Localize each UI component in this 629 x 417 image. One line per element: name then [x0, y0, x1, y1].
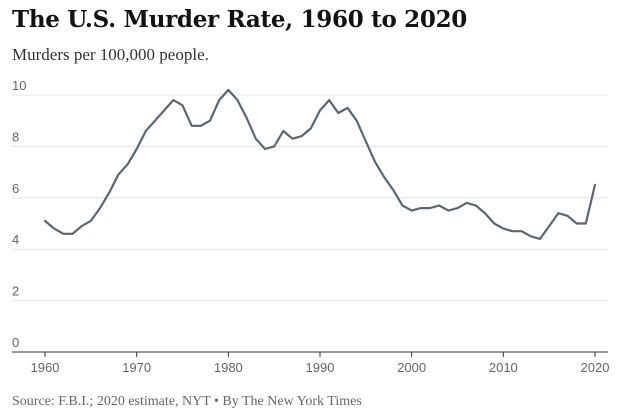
y-tick-label: 2	[12, 284, 19, 299]
x-axis-ticks: 1960 1970 1980 1990 2000 2010 2020	[31, 352, 610, 375]
x-tick-label: 1970	[122, 360, 151, 375]
gridlines	[12, 94, 608, 353]
x-tick-label: 2020	[581, 360, 610, 375]
y-tick-label: 8	[12, 129, 19, 144]
source-note: Source: F.B.I.; 2020 estimate, NYT • By …	[12, 394, 362, 409]
x-tick-label: 1980	[214, 360, 243, 375]
x-tick-label: 2010	[489, 360, 518, 375]
y-tick-label: 0	[12, 335, 19, 350]
y-tick-label: 4	[12, 232, 19, 247]
x-tick-label: 1990	[306, 360, 335, 375]
series-layer	[43, 88, 597, 240]
series-line	[43, 88, 597, 240]
chart-title: The U.S. Murder Rate, 1960 to 2020	[12, 6, 468, 33]
y-tick-label: 10	[12, 78, 26, 93]
x-tick-label: 2000	[397, 360, 426, 375]
chart-subtitle: Murders per 100,000 people.	[12, 45, 209, 64]
y-axis-ticks: 0 2 4 6 8 10	[12, 78, 26, 350]
x-tick-label: 1960	[31, 360, 60, 375]
y-tick-label: 6	[12, 181, 19, 196]
